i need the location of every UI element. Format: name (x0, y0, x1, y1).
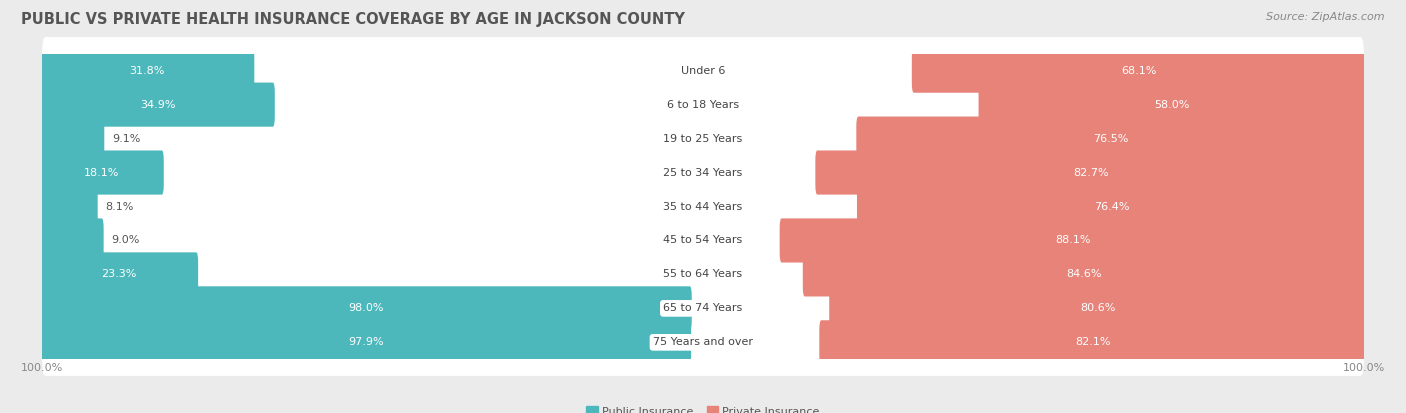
FancyBboxPatch shape (42, 207, 1364, 274)
Text: 18.1%: 18.1% (84, 168, 120, 178)
Text: 97.9%: 97.9% (347, 337, 384, 347)
Text: 58.0%: 58.0% (1154, 100, 1189, 109)
Text: 31.8%: 31.8% (129, 66, 165, 76)
FancyBboxPatch shape (42, 37, 1364, 104)
FancyBboxPatch shape (41, 218, 104, 263)
FancyBboxPatch shape (42, 139, 1364, 206)
FancyBboxPatch shape (858, 185, 1365, 228)
FancyBboxPatch shape (41, 150, 163, 195)
Legend: Public Insurance, Private Insurance: Public Insurance, Private Insurance (582, 402, 824, 413)
FancyBboxPatch shape (42, 105, 1364, 172)
Text: PUBLIC VS PRIVATE HEALTH INSURANCE COVERAGE BY AGE IN JACKSON COUNTY: PUBLIC VS PRIVATE HEALTH INSURANCE COVER… (21, 12, 685, 27)
FancyBboxPatch shape (820, 320, 1365, 364)
FancyBboxPatch shape (856, 116, 1365, 161)
FancyBboxPatch shape (41, 185, 97, 228)
Text: 82.1%: 82.1% (1074, 337, 1111, 347)
FancyBboxPatch shape (42, 71, 1364, 138)
Text: 19 to 25 Years: 19 to 25 Years (664, 133, 742, 144)
FancyBboxPatch shape (41, 83, 274, 127)
Text: 98.0%: 98.0% (349, 304, 384, 313)
FancyBboxPatch shape (42, 241, 1364, 308)
FancyBboxPatch shape (41, 320, 692, 364)
Text: 6 to 18 Years: 6 to 18 Years (666, 100, 740, 109)
Text: Under 6: Under 6 (681, 66, 725, 76)
Text: 25 to 34 Years: 25 to 34 Years (664, 168, 742, 178)
Text: 76.5%: 76.5% (1094, 133, 1129, 144)
FancyBboxPatch shape (830, 286, 1365, 330)
Text: 55 to 64 Years: 55 to 64 Years (664, 269, 742, 280)
Text: 68.1%: 68.1% (1121, 66, 1157, 76)
Text: 8.1%: 8.1% (105, 202, 134, 211)
FancyBboxPatch shape (41, 116, 104, 161)
Text: Source: ZipAtlas.com: Source: ZipAtlas.com (1267, 12, 1385, 22)
Text: 9.1%: 9.1% (112, 133, 141, 144)
FancyBboxPatch shape (42, 173, 1364, 240)
FancyBboxPatch shape (979, 83, 1365, 127)
Text: 75 Years and over: 75 Years and over (652, 337, 754, 347)
FancyBboxPatch shape (41, 49, 254, 93)
Text: 23.3%: 23.3% (101, 269, 136, 280)
FancyBboxPatch shape (41, 286, 692, 330)
FancyBboxPatch shape (912, 49, 1365, 93)
Text: 84.6%: 84.6% (1067, 269, 1102, 280)
FancyBboxPatch shape (803, 252, 1365, 297)
FancyBboxPatch shape (41, 252, 198, 297)
FancyBboxPatch shape (42, 275, 1364, 342)
Text: 82.7%: 82.7% (1073, 168, 1108, 178)
Text: 76.4%: 76.4% (1094, 202, 1129, 211)
FancyBboxPatch shape (780, 218, 1365, 263)
FancyBboxPatch shape (815, 150, 1365, 195)
FancyBboxPatch shape (42, 309, 1364, 376)
Text: 35 to 44 Years: 35 to 44 Years (664, 202, 742, 211)
Text: 34.9%: 34.9% (139, 100, 176, 109)
Text: 80.6%: 80.6% (1080, 304, 1115, 313)
Text: 45 to 54 Years: 45 to 54 Years (664, 235, 742, 245)
Text: 88.1%: 88.1% (1054, 235, 1091, 245)
Text: 9.0%: 9.0% (111, 235, 141, 245)
Text: 65 to 74 Years: 65 to 74 Years (664, 304, 742, 313)
